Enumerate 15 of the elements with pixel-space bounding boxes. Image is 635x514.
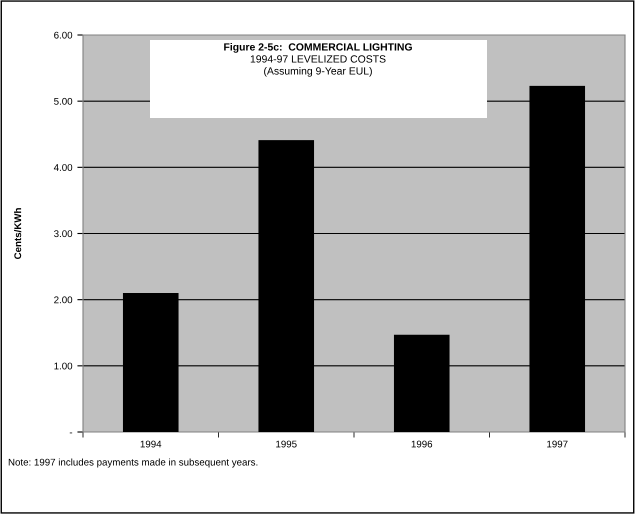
y-tick-label: 3.00 (54, 230, 72, 238)
y-tick-label: 5.00 (54, 98, 72, 105)
x-tick-label: 1997 (547, 440, 568, 448)
text: 1994-97 LEVELIZED COSTS (Assuming 9-Year EUL) (250, 55, 386, 77)
y-tick-label: 4.00 (54, 164, 72, 171)
x-tick-label: 1996 (412, 440, 432, 448)
y-tick-label: 2.00 (54, 296, 72, 304)
y-axis-title: Cents/KWh (14, 208, 22, 260)
x-tick-label: 1995 (276, 440, 297, 448)
text: Figure 2-5c: COMMERCIAL LIGHTING (224, 43, 412, 53)
x-tick-label: 1994 (140, 440, 162, 448)
text: Note: 1997 includes payments made in subsequent years. (8, 458, 258, 468)
y-tick-label: 6.00 (54, 32, 72, 39)
y-tick-label: 1.00 (54, 362, 72, 370)
y-tick-label: - (70, 432, 72, 434)
